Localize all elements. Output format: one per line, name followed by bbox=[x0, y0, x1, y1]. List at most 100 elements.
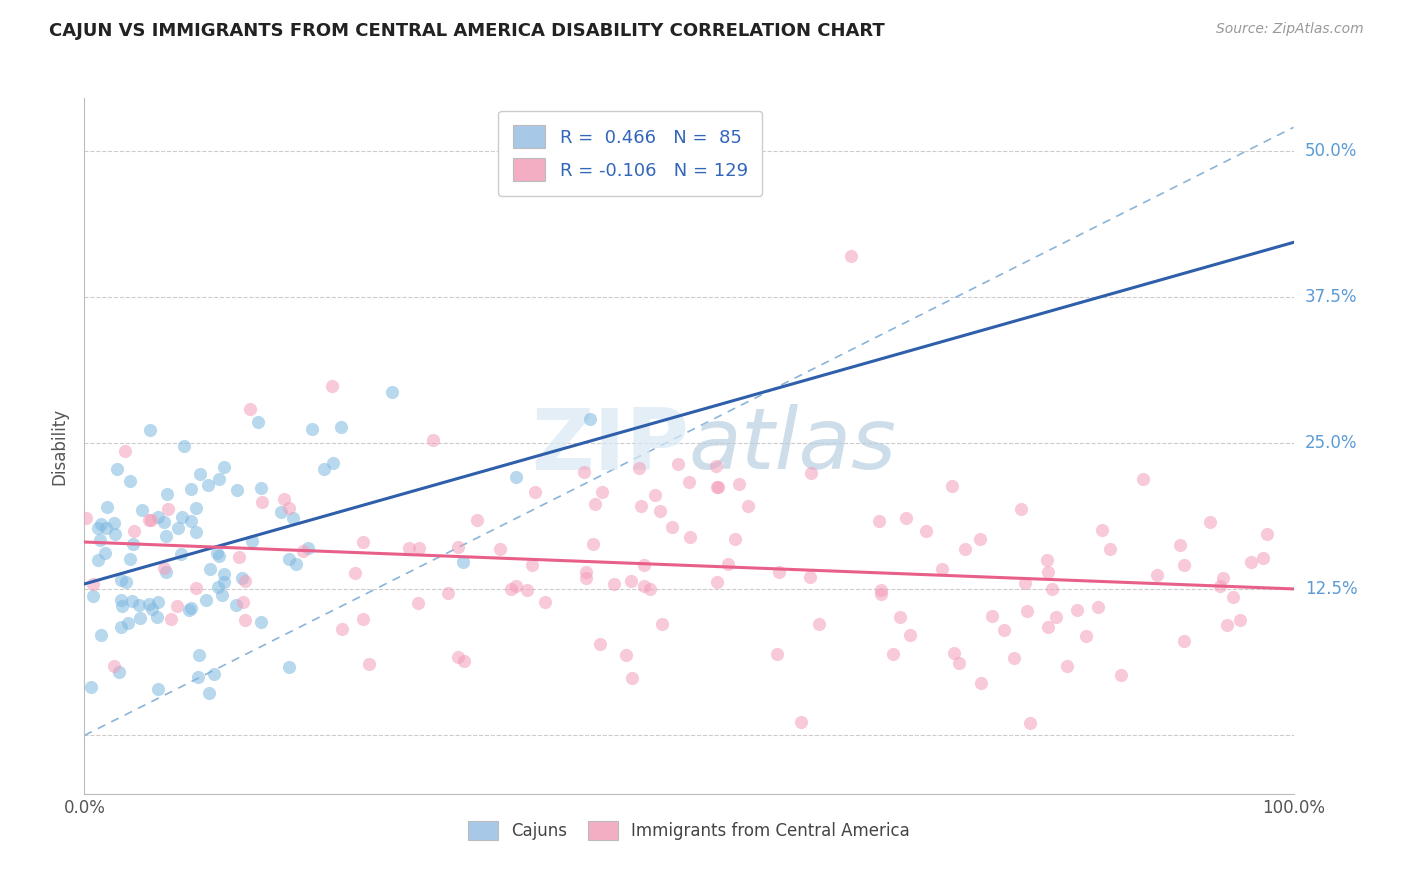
Point bbox=[501, 582, 523, 596]
Point bbox=[180, 514, 202, 528]
Point bbox=[661, 520, 683, 534]
Point bbox=[115, 575, 138, 590]
Point bbox=[297, 541, 319, 555]
Point bbox=[894, 511, 917, 525]
Point bbox=[128, 611, 150, 625]
Point bbox=[948, 656, 970, 670]
Point bbox=[1040, 582, 1063, 596]
Text: 25.0%: 25.0% bbox=[1305, 434, 1357, 452]
Point bbox=[235, 613, 257, 627]
Point bbox=[1173, 634, 1195, 648]
Point bbox=[1132, 472, 1154, 486]
Point bbox=[728, 477, 751, 491]
Point bbox=[284, 557, 307, 571]
Point bbox=[614, 648, 637, 662]
Point bbox=[146, 681, 169, 696]
Point bbox=[122, 524, 145, 538]
Point bbox=[943, 646, 966, 660]
Point bbox=[211, 588, 233, 602]
Point bbox=[202, 666, 225, 681]
Point bbox=[679, 531, 702, 545]
Point bbox=[381, 384, 404, 399]
Point bbox=[103, 516, 125, 530]
Point bbox=[522, 558, 544, 572]
Point bbox=[534, 595, 557, 609]
Point bbox=[575, 571, 598, 585]
Point bbox=[1109, 668, 1132, 682]
Point bbox=[344, 566, 367, 581]
Point bbox=[277, 551, 299, 566]
Point bbox=[160, 612, 183, 626]
Point bbox=[212, 460, 235, 475]
Point bbox=[228, 549, 250, 564]
Point bbox=[357, 657, 380, 671]
Point bbox=[352, 534, 374, 549]
Point bbox=[128, 599, 150, 613]
Point bbox=[398, 541, 420, 555]
Point bbox=[184, 525, 207, 540]
Point bbox=[408, 541, 430, 555]
Point bbox=[1019, 716, 1042, 731]
Text: 12.5%: 12.5% bbox=[1305, 580, 1357, 599]
Text: atlas: atlas bbox=[689, 404, 897, 488]
Point bbox=[765, 647, 787, 661]
Point bbox=[155, 529, 177, 543]
Point bbox=[110, 592, 132, 607]
Text: CAJUN VS IMMIGRANTS FROM CENTRAL AMERICA DISABILITY CORRELATION CHART: CAJUN VS IMMIGRANTS FROM CENTRAL AMERICA… bbox=[49, 22, 884, 40]
Point bbox=[898, 628, 921, 642]
Point bbox=[1212, 571, 1234, 585]
Point bbox=[1170, 538, 1192, 552]
Point bbox=[1253, 550, 1275, 565]
Point bbox=[187, 670, 209, 684]
Point bbox=[103, 659, 125, 673]
Point bbox=[225, 599, 247, 613]
Point bbox=[630, 500, 652, 514]
Point bbox=[704, 459, 727, 474]
Point bbox=[589, 637, 612, 651]
Point bbox=[170, 510, 193, 524]
Point bbox=[80, 680, 103, 694]
Point bbox=[198, 562, 221, 576]
Point bbox=[1045, 610, 1067, 624]
Point bbox=[768, 565, 790, 579]
Text: Source: ZipAtlas.com: Source: ZipAtlas.com bbox=[1216, 22, 1364, 37]
Point bbox=[138, 513, 160, 527]
Point bbox=[575, 566, 598, 580]
Point bbox=[177, 603, 200, 617]
Point bbox=[638, 582, 661, 596]
Point bbox=[706, 480, 728, 494]
Point bbox=[505, 578, 527, 592]
Point bbox=[352, 612, 374, 626]
Point bbox=[868, 514, 890, 528]
Point bbox=[111, 599, 134, 614]
Point bbox=[633, 579, 655, 593]
Point bbox=[724, 532, 747, 546]
Point bbox=[155, 487, 177, 501]
Point bbox=[1087, 599, 1109, 614]
Point bbox=[451, 555, 474, 569]
Point bbox=[648, 504, 671, 518]
Point bbox=[82, 577, 104, 591]
Point bbox=[231, 571, 253, 585]
Point bbox=[278, 659, 301, 673]
Point bbox=[332, 622, 354, 636]
Point bbox=[889, 610, 911, 624]
Point bbox=[180, 601, 202, 615]
Point bbox=[118, 551, 141, 566]
Point bbox=[706, 575, 728, 590]
Point bbox=[141, 602, 163, 616]
Point bbox=[166, 599, 188, 614]
Point bbox=[89, 533, 111, 548]
Point bbox=[1222, 590, 1244, 604]
Point bbox=[406, 596, 429, 610]
Point bbox=[94, 520, 117, 534]
Point bbox=[281, 511, 304, 525]
Point bbox=[312, 462, 335, 476]
Point bbox=[1229, 613, 1251, 627]
Point bbox=[75, 511, 97, 525]
Point bbox=[273, 492, 295, 507]
Point bbox=[96, 500, 118, 514]
Point bbox=[232, 595, 254, 609]
Point bbox=[207, 580, 229, 594]
Point bbox=[247, 415, 270, 429]
